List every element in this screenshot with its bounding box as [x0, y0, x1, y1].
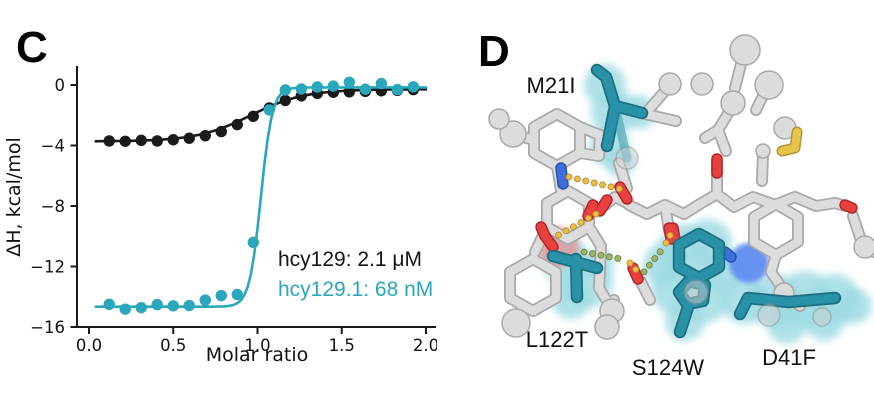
x-tick-label: 0.5 — [160, 336, 186, 355]
binding-site-structure: M21I L122T S124W D41F — [488, 34, 874, 380]
series-hcy129-point — [215, 125, 227, 138]
series-hcy129.1-point — [199, 294, 211, 306]
series-hcy129.1-point — [407, 81, 420, 93]
series-hcy129-point — [343, 86, 356, 98]
series-hcy129.1-point — [183, 299, 195, 312]
series-hcy129.1-point — [295, 83, 308, 95]
axis-spines — [76, 66, 436, 328]
ghost-balls — [615, 146, 832, 327]
blue-patch — [729, 243, 769, 283]
series-hcy129-point — [119, 135, 131, 147]
series-hcy129.1-point — [247, 236, 259, 248]
y-tick-label: −8 — [41, 197, 65, 216]
series-hcy129.1-point — [359, 83, 372, 95]
x-tick-label: 1.5 — [329, 336, 355, 355]
atom-balls — [488, 34, 874, 340]
y-axis-title: ΔH, kcal/mol — [3, 137, 25, 257]
legend-hcy129: hcy129: 2.1 μM — [278, 248, 422, 271]
y-tick-label: −12 — [30, 258, 65, 277]
x-tick-label: 1.0 — [244, 336, 270, 355]
series-hcy129.1-point — [119, 303, 131, 315]
panel-c-letter: C — [16, 23, 48, 72]
residue-label-d41f: D41F — [762, 345, 816, 370]
y-tick-label: 0 — [55, 76, 66, 95]
series-hcy129.1-point — [215, 289, 227, 302]
x-tick-label: 0.0 — [76, 336, 102, 355]
plot-area: 0.0 0.5 1.0 1.5 2.0 0 −4 −8 −12 −16 — [30, 66, 437, 355]
series-hcy129.1-point — [135, 301, 147, 314]
series-hcy129-point — [231, 118, 243, 131]
y-tick-label: −4 — [41, 137, 65, 156]
series-hcy129-point — [199, 129, 211, 142]
series-hcy129.1-point — [327, 80, 340, 92]
residue-label-l122t: L122T — [526, 327, 588, 352]
series-hcy129-point — [183, 132, 195, 144]
series-hcy129-point — [135, 134, 147, 147]
series-hcy129-point — [279, 94, 292, 107]
series-hcy129.1-point — [375, 77, 388, 90]
panel-d-letter: D — [478, 27, 510, 76]
series-hcy129-point — [167, 134, 179, 146]
legend-hcy129-1: hcy129.1: 68 nM — [278, 278, 433, 301]
series-hcy129.1-point — [103, 298, 115, 311]
series-hcy129.1-point — [263, 104, 275, 116]
itc-binding-chart: 0.0 0.5 1.0 1.5 2.0 0 −4 −8 −12 −16 Molar ratio Δ… — [3, 66, 437, 366]
series-hcy129-point — [247, 110, 259, 123]
series-hcy129.1-point — [231, 288, 243, 301]
x-axis-title: Molar ratio — [206, 344, 309, 366]
x-tick-label: 2.0 — [413, 336, 437, 355]
residue-label-m21i: M21I — [527, 73, 576, 98]
series-hcy129.1-point — [151, 298, 163, 311]
series-hcy129.1-point — [279, 84, 292, 96]
series-hcy129.1-fit-line — [94, 86, 428, 308]
series-hcy129.1-point — [311, 81, 324, 93]
series-hcy129-point — [151, 135, 163, 147]
series-hcy129.1-point — [343, 76, 356, 88]
series-hcy129-fit-line — [94, 88, 428, 143]
y-tick-label: −16 — [30, 318, 65, 337]
series-hcy129.1-point — [167, 300, 179, 312]
series-hcy129-point — [103, 135, 115, 147]
residue-label-s124w: S124W — [632, 355, 704, 380]
series-hcy129.1-point — [391, 83, 404, 96]
